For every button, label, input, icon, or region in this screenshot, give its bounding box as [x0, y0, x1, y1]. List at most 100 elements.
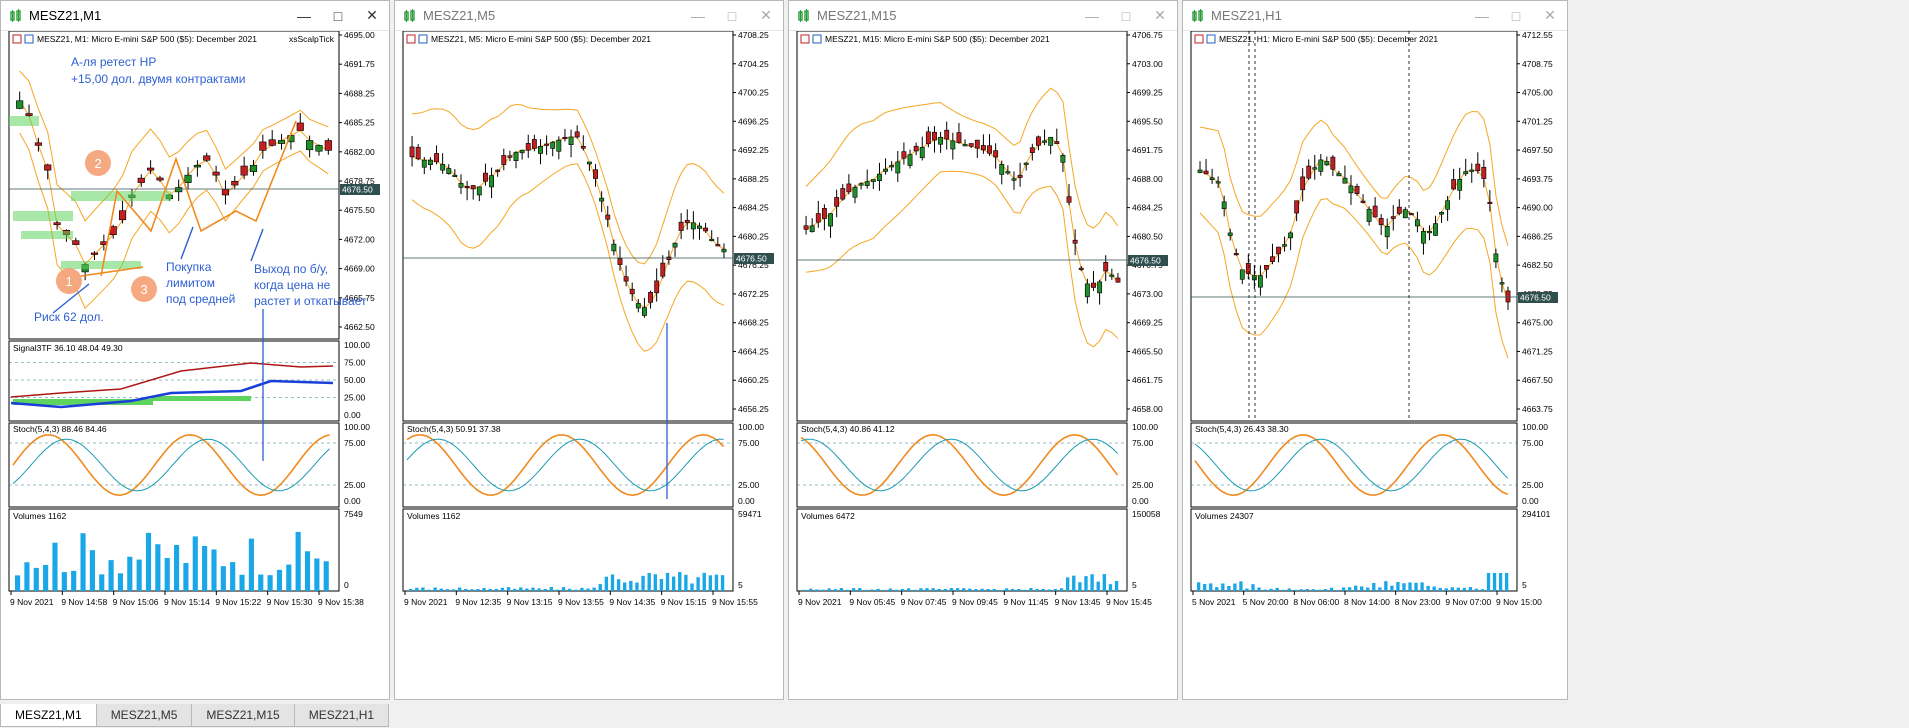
- volume-bar: [647, 573, 651, 591]
- candlestick: [409, 135, 415, 167]
- indicator-tick-label: 0.00: [344, 410, 361, 420]
- close-button[interactable]: ✕: [1154, 7, 1166, 23]
- maximize-button[interactable]: □: [1121, 7, 1131, 24]
- time-tick-label: 9 Nov 07:00: [1445, 597, 1491, 607]
- candlestick: [586, 161, 592, 172]
- candlestick: [1060, 153, 1066, 173]
- vol-pane[interactable]: Volumes 1162 59471 5: [402, 508, 762, 592]
- chart-canvas[interactable]: MESZ21, M15: Micro E-mini S&P 500 ($5): …: [789, 31, 1177, 699]
- volume-bar: [1408, 582, 1412, 591]
- vol-pane[interactable]: Volumes 6472 150058 5: [796, 508, 1161, 592]
- close-button[interactable]: ✕: [1544, 7, 1556, 23]
- volume-bar: [610, 574, 615, 591]
- minimize-button[interactable]: —: [1475, 7, 1489, 24]
- minimize-button[interactable]: —: [691, 7, 705, 24]
- volume-bar: [1233, 583, 1237, 591]
- stoch-pane[interactable]: Stoch(5,4,3) 26.43 38.30 100.00 75.00 25.00…: [1190, 422, 1548, 508]
- signal-pane[interactable]: Signal3TF 36.10 48.04 49.30 100.00 75.00 50…: [8, 340, 370, 422]
- stoch-k-line: [406, 433, 725, 497]
- stoch-pane[interactable]: Stoch(5,4,3) 50.91 37.38 100.00 75.00 25.00…: [402, 422, 764, 508]
- price-pane[interactable]: MESZ21, M1: Micro E-mini S&P 500 ($5): D…: [8, 31, 380, 340]
- price-pane[interactable]: MESZ21, M15: Micro E-mini S&P 500 ($5): …: [796, 31, 1168, 422]
- stoch-d-line: [12, 438, 330, 492]
- candlestick: [809, 218, 815, 233]
- volume-bar: [117, 573, 124, 591]
- chart-canvas[interactable]: MESZ21, H1: Micro E-mini S&P 500 ($5): D…: [1183, 31, 1567, 699]
- vol-pane[interactable]: Volumes 1162 7549 0: [8, 508, 363, 592]
- tab-mesz21-m5[interactable]: MESZ21,M5: [95, 704, 193, 727]
- vol-pane[interactable]: Volumes 24307 294101 5: [1190, 508, 1551, 592]
- signal-line-blue: [10, 379, 334, 409]
- minimize-button[interactable]: —: [297, 7, 311, 24]
- chart-window-icon: [10, 8, 21, 22]
- window-titlebar[interactable]: MESZ21,M15 — □ ✕: [789, 1, 1177, 31]
- minimize-button[interactable]: —: [1085, 7, 1099, 24]
- window-titlebar[interactable]: MESZ21,M1 — □ ✕: [1, 1, 389, 31]
- price-tick-label: 4667.50: [1522, 375, 1553, 385]
- tab-mesz21-m15[interactable]: MESZ21,M15: [191, 704, 295, 727]
- price-tick-label: 4684.25: [738, 203, 769, 213]
- candlestick: [828, 213, 833, 238]
- close-button[interactable]: ✕: [760, 7, 772, 23]
- tab-mesz21-m1[interactable]: MESZ21,M1: [0, 704, 97, 727]
- time-tick-label: 9 Nov 05:45: [849, 597, 895, 607]
- volume-bar: [623, 582, 627, 591]
- annotation-text: Риск 62 дол.: [34, 310, 104, 324]
- tab-mesz21-h1[interactable]: MESZ21,H1: [293, 704, 390, 727]
- chart-window-1[interactable]: MESZ21,M1 — □ ✕ MESZ21, M1: Micro E-mini S&P…: [0, 0, 390, 700]
- close-button[interactable]: ✕: [366, 7, 378, 23]
- volume-bar: [1281, 589, 1285, 591]
- maximize-button[interactable]: □: [727, 7, 737, 24]
- volume-bar: [1384, 581, 1388, 591]
- candlestick: [1072, 229, 1078, 256]
- candlestick: [864, 169, 870, 189]
- volume-bar: [665, 572, 670, 591]
- candlestick: [1360, 194, 1366, 204]
- volume-bar: [821, 589, 825, 591]
- volume-bar: [421, 587, 425, 591]
- window-titlebar[interactable]: MESZ21,H1 — □ ✕: [1183, 1, 1567, 31]
- candlestick: [452, 169, 458, 177]
- time-tick-label: 9 Nov 14:35: [609, 597, 655, 607]
- volume-bar: [439, 588, 443, 591]
- window-titlebar[interactable]: MESZ21,M5 — □ ✕: [395, 1, 783, 31]
- maximize-button[interactable]: □: [333, 7, 343, 24]
- price-tick-label: 4662.50: [344, 322, 375, 332]
- volume-bar: [1108, 584, 1113, 591]
- maximize-button[interactable]: □: [1511, 7, 1521, 24]
- chart-canvas[interactable]: MESZ21, M1: Micro E-mini S&P 500 ($5): D…: [1, 31, 389, 699]
- volume-bar: [998, 589, 1003, 591]
- time-tick-label: 9 Nov 14:58: [61, 597, 107, 607]
- candlestick: [513, 151, 519, 169]
- marker-number: 1: [66, 274, 73, 289]
- volume-bar: [845, 589, 850, 591]
- candlestick: [1342, 165, 1348, 184]
- indicator-tick-label: 50.00: [344, 375, 366, 385]
- candlestick: [531, 134, 537, 152]
- time-tick-label: 8 Nov 23:00: [1395, 597, 1441, 607]
- stoch-pane[interactable]: Stoch(5,4,3) 88.46 84.46 100.00 75.00 25.00…: [8, 422, 370, 508]
- candlestick: [556, 136, 562, 160]
- chart-window-3[interactable]: MESZ21,M15 — □ ✕ MESZ21, M15: Micro E-mini S…: [788, 0, 1178, 700]
- price-tick-label: 4665.50: [1132, 346, 1163, 356]
- chart-window-2[interactable]: MESZ21,M5 — □ ✕ MESZ21, M5: Micro E-mini S&P…: [394, 0, 784, 700]
- price-tick-label: 4708.75: [1522, 59, 1553, 69]
- volume-bar: [192, 536, 198, 591]
- volume-bar: [1420, 582, 1424, 591]
- support-zone: [13, 211, 73, 221]
- stoch-pane[interactable]: Stoch(5,4,3) 40.86 41.12 100.00 75.00 25.00…: [796, 422, 1158, 508]
- chart-window-icon: [798, 8, 809, 22]
- price-tick-label: 4675.50: [344, 205, 375, 215]
- volume-bar: [714, 574, 719, 591]
- volume-bar: [708, 575, 713, 591]
- price-pane[interactable]: MESZ21, H1: Micro E-mini S&P 500 ($5): D…: [1190, 31, 1558, 422]
- volume-bar: [164, 557, 170, 591]
- indicator-label: Volumes 6472: [801, 511, 855, 521]
- volume-bar: [925, 588, 929, 591]
- candlestick: [550, 140, 556, 157]
- price-pane[interactable]: MESZ21, M5: Micro E-mini S&P 500 ($5): D…: [402, 31, 774, 422]
- chart-window-4[interactable]: MESZ21,H1 — □ ✕ MESZ21, H1: Micro E-mini S&P…: [1182, 0, 1568, 700]
- chart-canvas[interactable]: MESZ21, M5: Micro E-mini S&P 500 ($5): D…: [395, 31, 783, 699]
- time-tick-label: 9 Nov 15:38: [318, 597, 364, 607]
- indicator-label: Volumes 24307: [1195, 511, 1254, 521]
